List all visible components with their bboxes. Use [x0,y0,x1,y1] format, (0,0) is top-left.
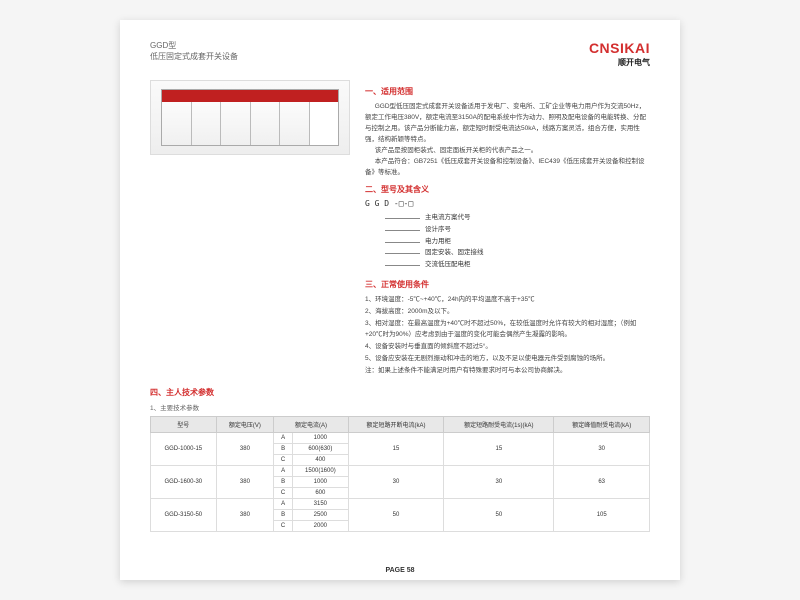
cell-class: B [274,510,293,521]
model-line: 交流低压配电柜 [385,259,650,271]
main-content: 一、适用范围 GGD型低压固定式成套开关设备适用于发电厂、变电所、工矿企业等电力… [150,80,650,377]
cell-ka: 50 [348,499,444,532]
section1-para1: GGD型低压固定式成套开关设备适用于发电厂、变电所、工矿企业等电力用户作为交流5… [365,101,650,145]
left-column [150,80,350,377]
cabinet-illustration [161,89,339,146]
cell-class: B [274,477,293,488]
cell-voltage: 380 [216,466,274,499]
table-row: GGD-3150-50380A31505050105 [151,499,650,510]
cell-class: A [274,499,293,510]
cell-class: A [274,466,293,477]
condition-item: 注：如果上述条件不能满足时用户有特殊要求时可与本公司协商解决。 [365,365,650,376]
table-header-row: 型号额定电压(V)额定电流(A)额定短路开断电流(kA)额定短路耐受电流(1s)… [151,417,650,433]
table-header: 额定短路开断电流(kA) [348,417,444,433]
page-header: GGD型 低压固定式成套开关设备 CNSIKAI 顺开电气 [150,40,650,68]
condition-item: 2、海拔高度：2000m及以下。 [365,306,650,317]
document-page: GGD型 低压固定式成套开关设备 CNSIKAI 顺开电气 一、适用范围 GGD… [120,20,680,580]
brand-logo: CNSIKAI 顺开电气 [589,40,650,68]
condition-item: 3、相对湿度：在最高温度为+40℃时不超过50%，在较低温度时允许有较大的相对湿… [365,318,650,340]
cell-current: 1000 [292,477,348,488]
section2-title: 二、型号及其含义 [365,184,650,195]
cell-current: 2000 [292,521,348,532]
section4-subtitle: 1、主要技术参数 [150,402,650,412]
conditions-list: 1、环境温度：-5℃~+40℃，24h内的平均温度不高于+35℃2、海拔高度：2… [365,294,650,376]
table-header: 型号 [151,417,217,433]
cell-current: 2500 [292,510,348,521]
cell-ka: 105 [554,499,650,532]
cell-model: GGD-1000-15 [151,433,217,466]
section1-para3: 本产品符合：GB7251《低压成套开关设备和控制设备》、IEC439《低压成套开… [365,156,650,178]
condition-item: 1、环境温度：-5℃~+40℃，24h内的平均温度不高于+35℃ [365,294,650,305]
logo-english: CNSIKAI [589,40,650,56]
parameters-table: 型号额定电压(V)额定电流(A)额定短路开断电流(kA)额定短路耐受电流(1s)… [150,416,650,532]
model-line: 设计序号 [385,224,650,236]
condition-item: 5、设备应安装在无剧烈振动和冲击的地方，以及不足以使电器元件受到腐蚀的场所。 [365,353,650,364]
table-header: 额定短路耐受电流(1s)(kA) [444,417,554,433]
model-line: 固定安装、固定接线 [385,247,650,259]
cell-current: 400 [292,455,348,466]
cell-ka: 15 [444,433,554,466]
cell-ka: 63 [554,466,650,499]
cell-current: 600 [292,488,348,499]
cell-voltage: 380 [216,499,274,532]
section3-title: 三、正常使用条件 [365,279,650,290]
cell-class: C [274,455,293,466]
table-header: 额定电流(A) [274,417,349,433]
header-title: GGD型 低压固定式成套开关设备 [150,40,238,62]
table-header: 额定电压(V) [216,417,274,433]
parameters-section: 四、主人技术参数 1、主要技术参数 型号额定电压(V)额定电流(A)额定短路开断… [150,387,650,532]
model-name: GGD型 [150,40,238,51]
product-image [150,80,350,155]
cell-ka: 30 [444,466,554,499]
model-diagram: 主电流方案代号设计序号电力用柜固定安装、固定接线交流低压配电柜 [385,212,650,270]
table-row: GGD-1000-15380A1000151530 [151,433,650,444]
model-subtitle: 低压固定式成套开关设备 [150,51,238,62]
model-line: 电力用柜 [385,236,650,248]
cell-ka: 50 [444,499,554,532]
cell-ka: 30 [554,433,650,466]
section4-title: 四、主人技术参数 [150,387,650,398]
table-row: GGD-1600-30380A1500(1600)303063 [151,466,650,477]
section1-para2: 该产品是按固柜装式、固定面板开关柜的代表产品之一。 [365,145,650,156]
cell-current: 600(630) [292,444,348,455]
condition-item: 4、设备安装时与垂直面的倾斜度不超过5°。 [365,341,650,352]
logo-chinese: 顺开电气 [589,57,650,68]
cell-current: 1500(1600) [292,466,348,477]
cell-model: GGD-1600-30 [151,466,217,499]
cell-class: C [274,488,293,499]
cell-ka: 15 [348,433,444,466]
cell-current: 1000 [292,433,348,444]
table-header: 额定峰值耐受电流(kA) [554,417,650,433]
cell-ka: 30 [348,466,444,499]
page-footer: PAGE 58 [120,567,680,574]
cell-class: B [274,444,293,455]
cell-class: A [274,433,293,444]
cell-model: GGD-3150-50 [151,499,217,532]
right-column: 一、适用范围 GGD型低压固定式成套开关设备适用于发电厂、变电所、工矿企业等电力… [365,80,650,377]
model-line: 主电流方案代号 [385,212,650,224]
cell-class: C [274,521,293,532]
cell-current: 3150 [292,499,348,510]
section1-title: 一、适用范围 [365,86,650,97]
cell-voltage: 380 [216,433,274,466]
table-body: GGD-1000-15380A1000151530B600(630)C400GG… [151,433,650,532]
model-code: G G D -□-□ [365,199,650,208]
